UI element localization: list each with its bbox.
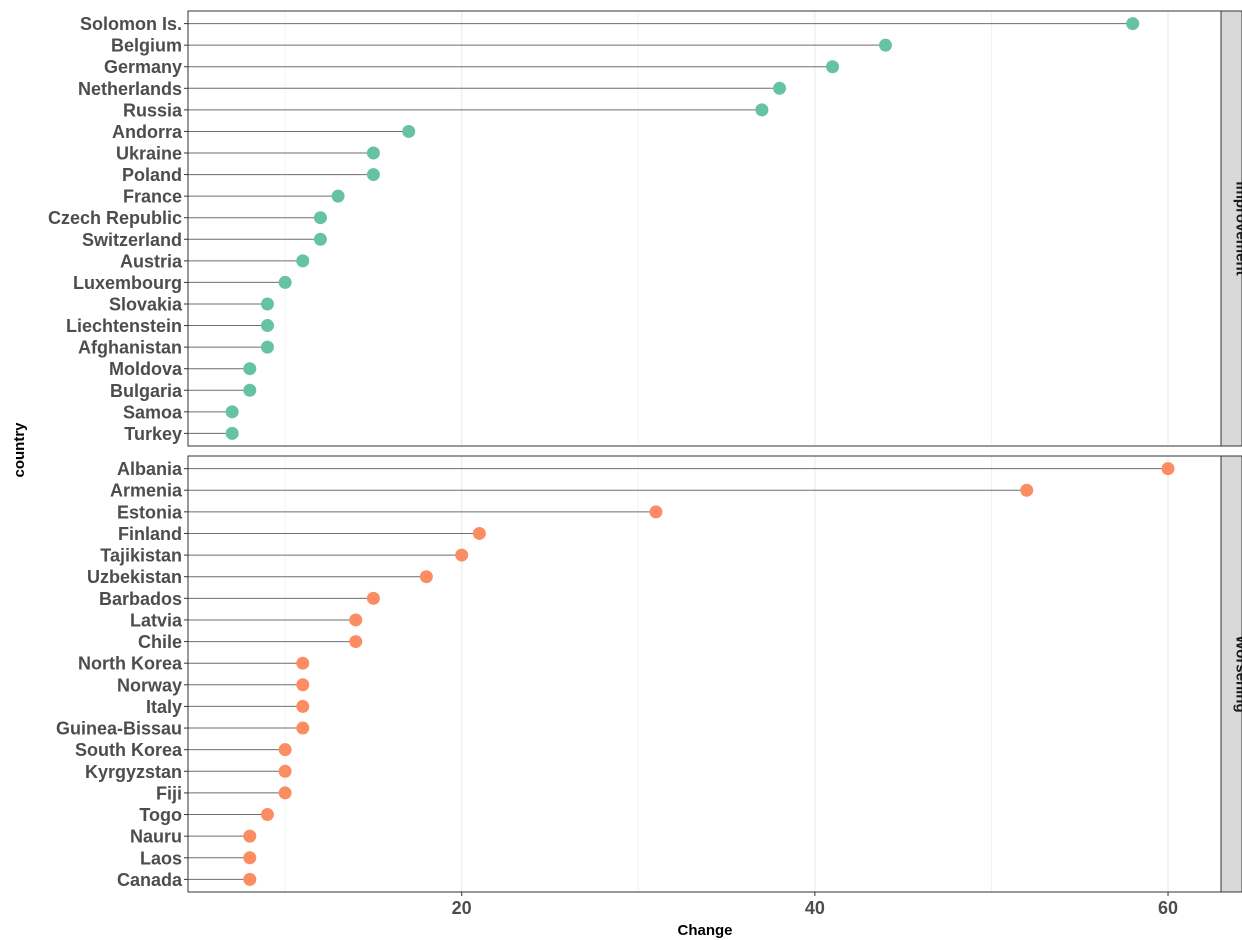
data-point xyxy=(472,526,486,540)
category-label: Estonia xyxy=(117,502,183,522)
category-label: Ukraine xyxy=(116,144,182,164)
category-label: Moldova xyxy=(109,359,183,379)
category-label: Kyrgyzstan xyxy=(85,762,182,782)
category-label: Russia xyxy=(123,100,183,120)
data-point xyxy=(773,81,787,95)
data-point xyxy=(243,829,257,843)
data-point xyxy=(243,872,257,886)
y-axis-title: country xyxy=(11,422,28,478)
x-axis-title: Change xyxy=(677,922,732,939)
category-label: Switzerland xyxy=(82,230,182,250)
data-point xyxy=(296,254,310,268)
category-label: Guinea-Bissau xyxy=(56,719,182,739)
panel-background xyxy=(188,456,1221,892)
data-point xyxy=(296,721,310,735)
data-point xyxy=(243,851,257,865)
data-point xyxy=(1161,462,1175,476)
data-point xyxy=(349,613,363,627)
category-label: Samoa xyxy=(123,402,183,422)
category-label: Belgium xyxy=(111,36,182,56)
data-point xyxy=(755,103,769,117)
category-label: Luxembourg xyxy=(73,273,182,293)
data-point xyxy=(349,635,363,649)
data-point xyxy=(366,591,380,605)
x-tick-label: 40 xyxy=(805,898,825,918)
facet-strip-label: Worsening xyxy=(1233,635,1242,712)
data-point xyxy=(278,743,292,757)
category-label: Nauru xyxy=(130,827,182,847)
category-label: Poland xyxy=(122,165,182,185)
data-point xyxy=(649,505,663,519)
category-label: Solomon Is. xyxy=(80,14,182,34)
data-point xyxy=(225,426,239,440)
category-label: Turkey xyxy=(124,424,182,444)
category-label: Chile xyxy=(138,632,182,652)
facet-strip xyxy=(1220,10,1242,447)
data-point xyxy=(419,570,433,584)
data-point xyxy=(313,232,327,246)
category-label: Czech Republic xyxy=(48,208,182,228)
chart-panels: Solomon Is.BelgiumGermanyNetherlandsRuss… xyxy=(48,10,1242,893)
data-point xyxy=(260,319,274,333)
x-axis: 20 40 60 xyxy=(452,892,1178,918)
x-tick-label: 20 xyxy=(452,898,472,918)
data-point xyxy=(878,38,892,52)
data-point xyxy=(278,786,292,800)
category-label: North Korea xyxy=(78,654,183,674)
category-label: Laos xyxy=(140,848,182,868)
data-point xyxy=(260,340,274,354)
category-label: Germany xyxy=(104,57,182,77)
data-point xyxy=(260,808,274,822)
x-tick-label: 60 xyxy=(1158,898,1178,918)
data-point xyxy=(296,699,310,713)
category-label: Uzbekistan xyxy=(87,567,182,587)
facet-strip xyxy=(1220,455,1242,893)
category-label: Finland xyxy=(118,524,182,544)
category-label: Andorra xyxy=(112,122,183,142)
data-point xyxy=(278,764,292,778)
panel-worsening: AlbaniaArmeniaEstoniaFinlandTajikistanUz… xyxy=(56,455,1242,893)
data-point xyxy=(225,405,239,419)
category-label: France xyxy=(123,187,182,207)
panel-background xyxy=(188,11,1221,446)
data-point xyxy=(278,275,292,289)
category-label: South Korea xyxy=(75,740,183,760)
category-label: Norway xyxy=(117,675,182,695)
data-point xyxy=(1126,17,1140,31)
facet-strip-label: Improvement xyxy=(1233,181,1242,275)
category-label: Togo xyxy=(139,805,182,825)
data-point xyxy=(1020,483,1034,497)
category-label: Italy xyxy=(146,697,182,717)
category-label: Albania xyxy=(117,459,183,479)
data-point xyxy=(455,548,469,562)
category-label: Austria xyxy=(120,251,183,271)
category-label: Netherlands xyxy=(78,79,182,99)
category-label: Liechtenstein xyxy=(66,316,182,336)
data-point xyxy=(243,362,257,376)
category-label: Afghanistan xyxy=(78,338,182,358)
data-point xyxy=(331,189,345,203)
data-point xyxy=(296,678,310,692)
data-point xyxy=(826,60,840,74)
data-point xyxy=(366,168,380,182)
data-point xyxy=(260,297,274,311)
category-label: Bulgaria xyxy=(110,381,183,401)
category-label: Latvia xyxy=(130,610,183,630)
data-point xyxy=(243,383,257,397)
panel-improvement: Solomon Is.BelgiumGermanyNetherlandsRuss… xyxy=(48,10,1242,447)
data-point xyxy=(296,656,310,670)
category-label: Barbados xyxy=(99,589,182,609)
category-label: Canada xyxy=(117,870,183,890)
data-point xyxy=(402,124,416,138)
data-point xyxy=(313,211,327,225)
category-label: Slovakia xyxy=(109,294,183,314)
data-point xyxy=(366,146,380,160)
category-label: Armenia xyxy=(110,481,183,501)
category-label: Tajikistan xyxy=(100,546,182,566)
category-label: Fiji xyxy=(156,783,182,803)
